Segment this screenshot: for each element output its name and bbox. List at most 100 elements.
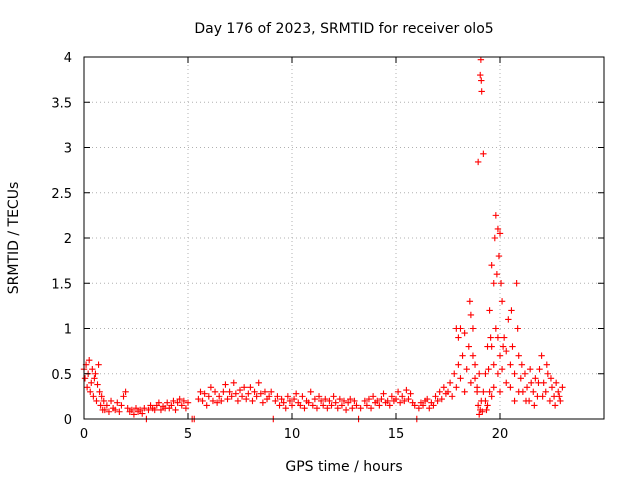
data-point: [122, 388, 129, 396]
data-point: [463, 366, 470, 373]
data-point: [257, 390, 264, 397]
data-point: [476, 411, 483, 418]
data-point: [245, 390, 252, 397]
data-point: [492, 212, 500, 219]
data-point: [474, 402, 482, 409]
data-point: [538, 352, 545, 359]
data-point: [457, 375, 464, 382]
data-point: [103, 402, 111, 409]
data-point: [455, 334, 462, 341]
data-point: [380, 390, 387, 397]
data-point: [543, 361, 550, 368]
data-point: [324, 404, 331, 412]
y-tick-label: 0: [64, 413, 72, 428]
data-point: [430, 402, 437, 409]
data-point: [253, 393, 260, 400]
data-point: [503, 379, 510, 386]
data-point: [448, 393, 456, 400]
data-point: [205, 393, 212, 400]
data-point: [297, 402, 304, 409]
data-point: [514, 325, 521, 332]
data-point: [484, 402, 491, 409]
data-point: [542, 388, 549, 396]
data-point: [477, 71, 484, 79]
data-point: [503, 347, 510, 355]
data-point: [474, 158, 482, 166]
data-point: [518, 361, 526, 368]
data-point: [344, 399, 352, 406]
data-point: [485, 366, 492, 373]
x-tick-label: 5: [184, 427, 192, 442]
data-point: [255, 379, 262, 386]
data-point: [486, 388, 493, 396]
y-tick-label: 4: [64, 51, 72, 66]
data-point: [145, 406, 152, 414]
data-point: [532, 375, 539, 382]
data-point: [247, 384, 254, 391]
data-point: [386, 402, 393, 409]
data-point: [120, 393, 127, 400]
x-tick-label: 15: [388, 427, 405, 442]
data-point: [536, 366, 543, 373]
data-point: [411, 402, 418, 409]
data-point: [461, 388, 468, 396]
data-point: [172, 406, 179, 414]
data-point: [182, 404, 190, 412]
data-point: [499, 343, 507, 350]
data-point: [496, 388, 504, 396]
data-point: [436, 388, 443, 396]
data-point: [286, 397, 294, 405]
data-point: [496, 352, 504, 359]
data-point: [164, 399, 171, 406]
data-point: [469, 325, 477, 332]
data-point: [234, 397, 242, 405]
data-point: [511, 370, 518, 377]
data-point: [91, 375, 98, 382]
data-point: [195, 395, 202, 403]
data-point: [243, 395, 250, 403]
data-point: [268, 388, 275, 396]
data-point: [224, 395, 231, 403]
data-point: [92, 370, 99, 377]
data-point: [347, 395, 354, 403]
data-point: [483, 406, 490, 414]
data-point: [236, 386, 244, 394]
data-point: [451, 370, 458, 377]
data-point: [490, 280, 497, 287]
data-point: [222, 381, 229, 388]
data-point: [384, 397, 391, 405]
data-point: [519, 388, 527, 396]
data-point: [509, 343, 516, 350]
data-point: [491, 234, 498, 242]
axis-ticks: 0 5 10 15 20 0 0.5 1 1.5 2 2.5 3 3.5 4: [51, 51, 604, 442]
data-point: [128, 406, 136, 414]
data-point: [488, 393, 495, 400]
data-point: [105, 408, 113, 415]
data-point: [96, 388, 103, 396]
y-axis-label: SRMTID / TECUs: [6, 182, 22, 295]
data-point: [405, 395, 412, 403]
data-point: [523, 384, 531, 391]
data-point: [288, 402, 296, 409]
data-point: [151, 406, 158, 414]
data-point: [548, 384, 556, 391]
data-point: [461, 329, 468, 337]
data-point: [490, 361, 497, 368]
data-point: [392, 395, 400, 403]
data-point: [466, 298, 474, 305]
data-point: [493, 271, 501, 278]
data-point: [353, 402, 360, 409]
data-point: [494, 370, 502, 377]
data-point: [552, 379, 560, 386]
data-point: [132, 404, 140, 412]
data-point: [478, 88, 485, 95]
data-point: [478, 77, 485, 84]
data-point: [513, 280, 520, 287]
data-point: [272, 397, 279, 405]
data-point: [492, 325, 500, 332]
data-point: [315, 393, 323, 400]
data-point: [139, 410, 146, 417]
data-point: [207, 384, 215, 391]
data-point: [471, 375, 479, 382]
data-point: [334, 404, 341, 412]
